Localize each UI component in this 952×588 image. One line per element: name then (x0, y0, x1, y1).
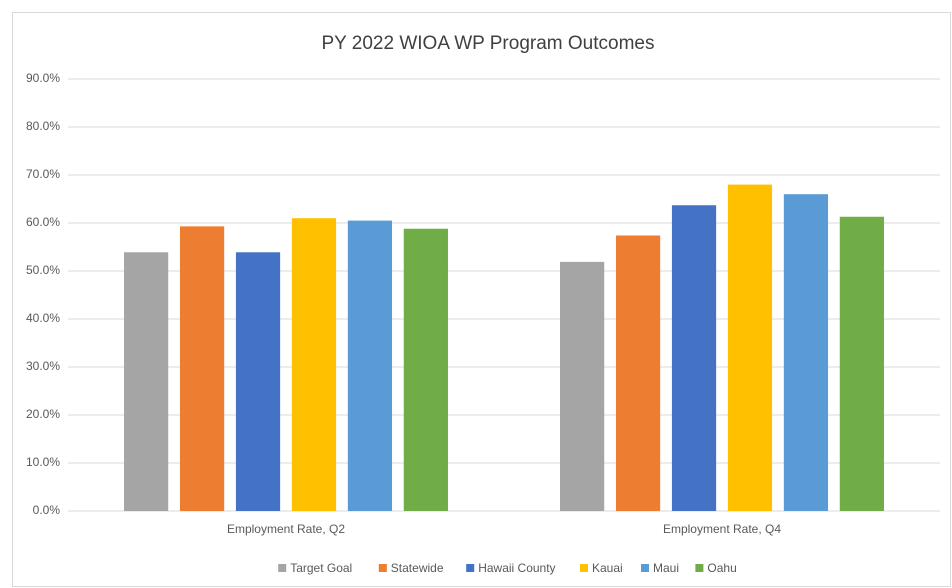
bar (291, 218, 337, 511)
legend-swatch (641, 564, 649, 572)
y-tick-label: 0.0% (33, 503, 61, 517)
x-tick-label: Employment Rate, Q2 (227, 522, 345, 536)
legend-swatch (695, 564, 704, 572)
y-tick-label: 10.0% (26, 455, 60, 469)
legend-label: Hawaii County (478, 561, 555, 575)
bar (671, 205, 717, 512)
bar (727, 184, 773, 511)
y-tick-label: 50.0% (26, 263, 60, 277)
y-tick-label: 20.0% (26, 407, 60, 421)
bar (179, 226, 225, 512)
legend-swatch (466, 564, 475, 572)
legend-swatch (378, 564, 387, 572)
x-tick-label: Employment Rate, Q4 (663, 522, 781, 536)
legend-swatch (580, 564, 588, 572)
bar (560, 261, 605, 511)
y-tick-label: 70.0% (26, 167, 60, 181)
y-tick-label: 40.0% (26, 311, 60, 325)
bar (403, 228, 448, 511)
bar (783, 194, 829, 511)
legend-label: Kauai (592, 561, 623, 575)
y-tick-label: 80.0% (26, 119, 60, 133)
legend-label: Maui (653, 561, 679, 575)
bar (124, 252, 169, 511)
chart-title: PY 2022 WIOA WP Program Outcomes (322, 33, 655, 54)
bar (615, 235, 661, 512)
bar (839, 216, 884, 511)
bar (235, 252, 281, 511)
legend-swatch (278, 564, 287, 572)
y-tick-label: 30.0% (26, 359, 60, 373)
y-tick-label: 60.0% (26, 215, 60, 229)
legend-label: Target Goal (290, 561, 352, 575)
legend-label: Statewide (391, 561, 444, 575)
y-tick-label: 90.0% (26, 71, 60, 85)
bar (347, 220, 393, 511)
legend-label: Oahu (707, 561, 736, 575)
